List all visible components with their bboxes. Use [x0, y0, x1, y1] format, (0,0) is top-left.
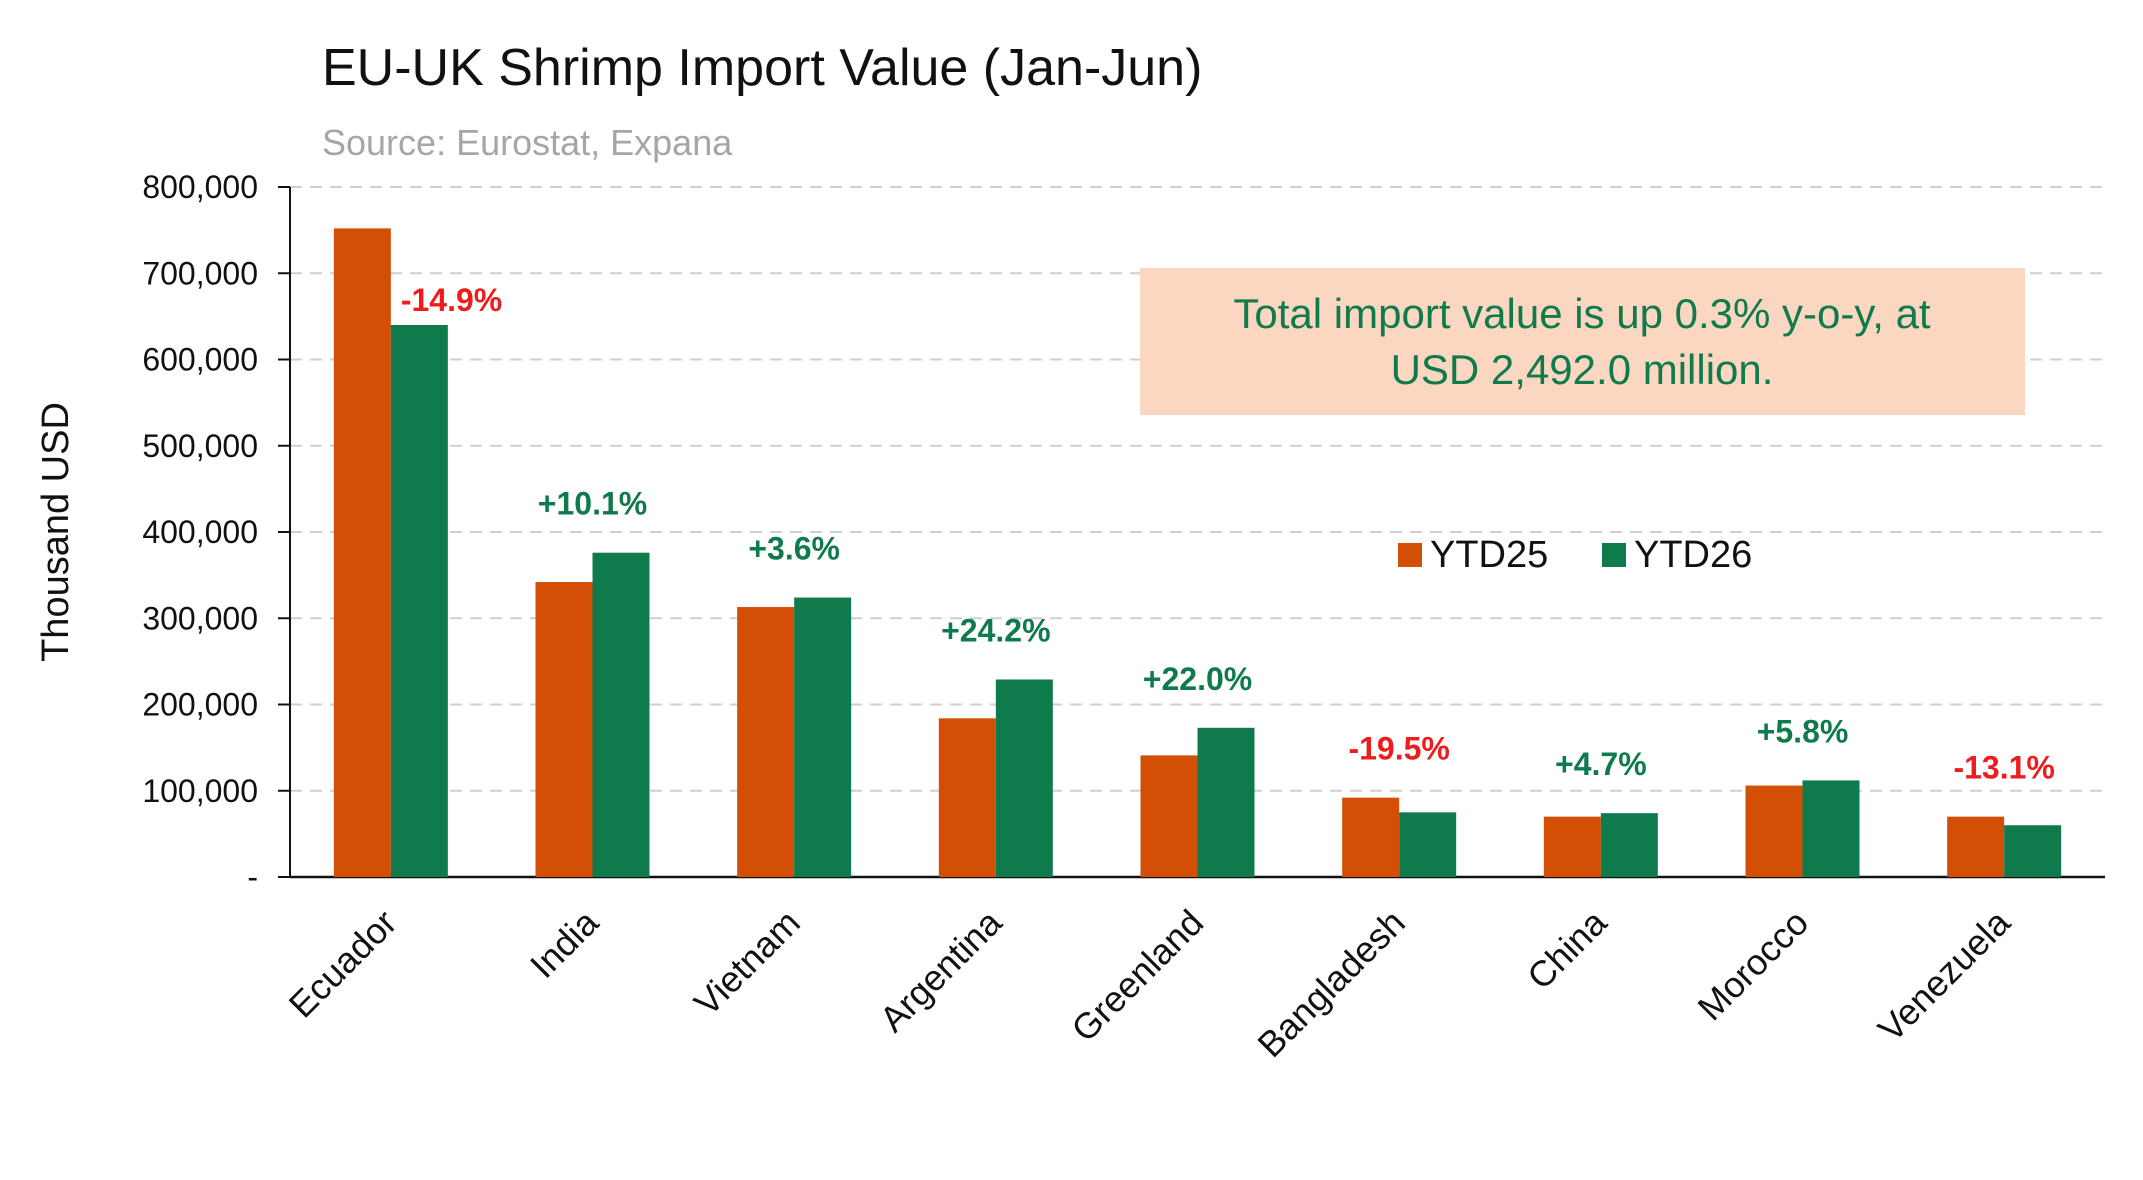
y-tick-label: 400,000 [142, 514, 258, 550]
change-label-venezuela: -13.1% [1953, 750, 2054, 786]
y-tick-label: 800,000 [142, 169, 258, 205]
x-tick-label-bangladesh: Bangladesh [1249, 902, 1412, 1065]
legend-label-ytd25: YTD25 [1430, 534, 1548, 576]
bar-ytd25-ecuador [333, 228, 391, 877]
y-tick-label: 600,000 [142, 342, 258, 378]
bar-ytd26-vietnam [794, 597, 852, 877]
bar-ytd26-morocco [1802, 780, 1860, 877]
chart-title: EU-UK Shrimp Import Value (Jan-Jun) [322, 39, 1203, 97]
x-tick-label-venezuela: Venezuela [1870, 901, 2019, 1050]
y-tick-label: 700,000 [142, 255, 258, 291]
annotation-box [1140, 268, 2025, 415]
change-label-morocco: +5.8% [1757, 713, 1849, 749]
y-tick-label: 100,000 [142, 773, 258, 809]
x-tick-label-china: China [1519, 901, 1615, 997]
annotation-line: USD 2,492.0 million. [1391, 346, 1774, 393]
bar-ytd26-venezuela [2004, 825, 2062, 877]
chart-subtitle: Source: Eurostat, Expana [322, 122, 733, 163]
change-label-argentina: +24.2% [941, 612, 1050, 648]
bar-ytd25-argentina [938, 718, 996, 877]
legend-swatch-ytd25 [1398, 543, 1422, 567]
change-label-ecuador: -14.9% [401, 282, 502, 318]
bar-ytd26-china [1600, 813, 1658, 877]
bar-ytd26-greenland [1197, 727, 1255, 877]
annotation-line: Total import value is up 0.3% y-o-y, at [1233, 290, 1931, 337]
change-label-bangladesh: -19.5% [1348, 731, 1449, 767]
y-tick-label: 500,000 [142, 428, 258, 464]
x-tick-label-vietnam: Vietnam [686, 902, 808, 1024]
y-tick-label: - [247, 859, 258, 895]
legend-label-ytd26: YTD26 [1634, 534, 1752, 576]
x-tick-label-ecuador: Ecuador [281, 902, 405, 1026]
bar-ytd25-bangladesh [1342, 797, 1400, 877]
bar-ytd26-bangladesh [1399, 812, 1457, 877]
y-tick-label: 200,000 [142, 687, 258, 723]
x-tick-label-argentina: Argentina [872, 901, 1011, 1040]
bar-ytd25-morocco [1745, 785, 1803, 877]
legend-swatch-ytd26 [1602, 543, 1626, 567]
x-tick-label-greenland: Greenland [1063, 902, 1211, 1050]
bar-ytd26-argentina [995, 679, 1053, 877]
change-label-china: +4.7% [1555, 746, 1647, 782]
change-label-vietnam: +3.6% [748, 531, 840, 567]
change-label-greenland: +22.0% [1143, 661, 1252, 697]
x-tick-label-india: India [522, 901, 607, 986]
bar-ytd26-india [592, 552, 650, 877]
y-axis-label: Thousand USD [35, 402, 77, 662]
bar-ytd26-ecuador [390, 325, 448, 877]
y-tick-label: 300,000 [142, 600, 258, 636]
bar-ytd25-india [535, 582, 593, 877]
bar-ytd25-vietnam [737, 607, 795, 877]
change-label-india: +10.1% [538, 486, 647, 522]
x-tick-label-morocco: Morocco [1690, 902, 1817, 1029]
bar-ytd25-greenland [1140, 755, 1198, 877]
bar-ytd25-china [1543, 816, 1601, 877]
bar-ytd25-venezuela [1947, 816, 2005, 877]
